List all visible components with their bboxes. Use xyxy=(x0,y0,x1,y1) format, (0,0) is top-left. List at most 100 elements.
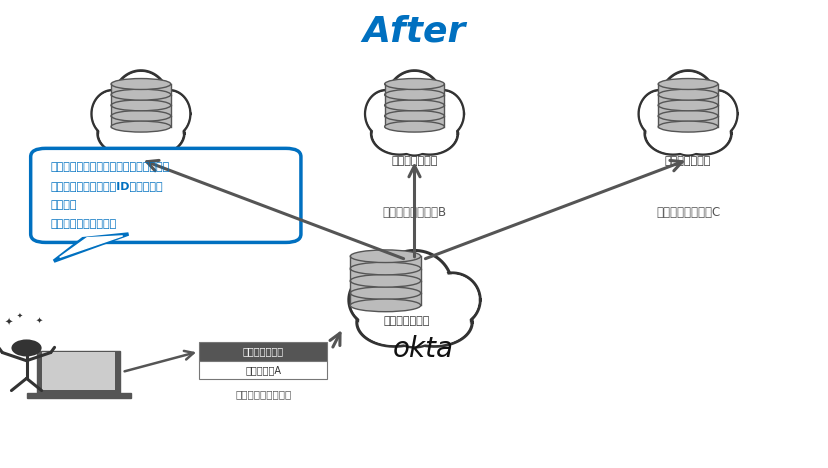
Polygon shape xyxy=(423,92,461,136)
Polygon shape xyxy=(111,105,171,116)
FancyBboxPatch shape xyxy=(31,148,301,242)
Polygon shape xyxy=(391,310,437,345)
FancyBboxPatch shape xyxy=(42,352,115,390)
Polygon shape xyxy=(384,116,444,126)
Polygon shape xyxy=(98,112,154,154)
Polygon shape xyxy=(123,123,158,154)
Text: クラウドサービスA: クラウドサービスA xyxy=(108,206,173,219)
Ellipse shape xyxy=(384,121,444,132)
Text: 運用の自動化も出来る: 運用の自動化も出来る xyxy=(51,219,117,228)
Polygon shape xyxy=(396,121,432,155)
Polygon shape xyxy=(54,234,128,261)
Ellipse shape xyxy=(111,89,171,100)
Polygon shape xyxy=(379,253,449,320)
Polygon shape xyxy=(696,92,734,136)
Ellipse shape xyxy=(111,100,171,111)
Text: アカウント情報: アカウント情報 xyxy=(118,156,164,167)
Ellipse shape xyxy=(384,110,444,121)
Polygon shape xyxy=(371,112,427,154)
Polygon shape xyxy=(92,90,133,138)
Ellipse shape xyxy=(349,299,420,312)
Text: アカウント情報: アカウント情報 xyxy=(243,346,283,357)
Polygon shape xyxy=(640,92,678,136)
Polygon shape xyxy=(350,275,402,325)
Polygon shape xyxy=(662,73,713,131)
Circle shape xyxy=(12,339,41,357)
Polygon shape xyxy=(396,299,472,346)
Polygon shape xyxy=(669,121,705,155)
Polygon shape xyxy=(695,90,736,138)
Text: ✦: ✦ xyxy=(36,315,42,324)
Text: アカウント情報: アカウント情報 xyxy=(383,315,429,326)
Text: 放される: 放される xyxy=(51,200,77,210)
Polygon shape xyxy=(397,123,431,154)
Text: ✦: ✦ xyxy=(4,317,12,327)
FancyBboxPatch shape xyxy=(199,361,327,379)
Polygon shape xyxy=(94,92,132,136)
Polygon shape xyxy=(123,121,159,155)
Polygon shape xyxy=(356,299,432,346)
Polygon shape xyxy=(100,114,152,153)
Text: アカウント情報: アカウント情報 xyxy=(391,156,437,167)
Polygon shape xyxy=(657,84,717,95)
Polygon shape xyxy=(403,114,455,153)
Polygon shape xyxy=(115,73,166,131)
Polygon shape xyxy=(60,236,123,257)
Text: アカウント情報: アカウント情報 xyxy=(664,156,710,167)
Polygon shape xyxy=(388,73,440,131)
Polygon shape xyxy=(399,300,469,344)
Polygon shape xyxy=(111,116,171,126)
Polygon shape xyxy=(376,250,452,322)
Ellipse shape xyxy=(384,100,444,111)
Ellipse shape xyxy=(349,287,420,300)
Text: ✦: ✦ xyxy=(17,313,23,319)
Ellipse shape xyxy=(384,79,444,89)
Ellipse shape xyxy=(349,274,420,287)
Polygon shape xyxy=(128,112,184,154)
Text: ニングが可能、煩雑なID運用から解: ニングが可能、煩雑なID運用から解 xyxy=(51,181,163,191)
Ellipse shape xyxy=(657,121,717,132)
Polygon shape xyxy=(111,84,171,95)
Polygon shape xyxy=(657,116,717,126)
Polygon shape xyxy=(349,293,420,305)
Polygon shape xyxy=(647,114,698,153)
Polygon shape xyxy=(349,256,420,269)
Ellipse shape xyxy=(111,121,171,132)
Ellipse shape xyxy=(349,250,420,263)
Polygon shape xyxy=(384,84,444,95)
Polygon shape xyxy=(424,273,479,327)
Polygon shape xyxy=(386,71,442,133)
Polygon shape xyxy=(111,95,171,105)
Ellipse shape xyxy=(384,89,444,100)
Polygon shape xyxy=(659,71,715,133)
Polygon shape xyxy=(657,95,717,105)
Ellipse shape xyxy=(657,110,717,121)
Polygon shape xyxy=(644,112,700,154)
Text: クラウドサービスB: クラウドサービスB xyxy=(382,206,446,219)
FancyBboxPatch shape xyxy=(199,342,327,361)
Text: After: After xyxy=(363,14,465,48)
Text: 多様なクラウドサービスへのプロビジョ: 多様なクラウドサービスへのプロビジョ xyxy=(51,162,170,172)
Polygon shape xyxy=(359,300,429,344)
Ellipse shape xyxy=(657,79,717,89)
Polygon shape xyxy=(130,114,181,153)
Polygon shape xyxy=(657,105,717,116)
Polygon shape xyxy=(676,114,728,153)
Text: アカウント情報追加: アカウント情報追加 xyxy=(235,389,291,399)
Ellipse shape xyxy=(111,110,171,121)
Polygon shape xyxy=(674,112,730,154)
Polygon shape xyxy=(389,308,439,347)
Polygon shape xyxy=(349,281,420,293)
Polygon shape xyxy=(148,90,190,138)
Ellipse shape xyxy=(657,89,717,100)
FancyBboxPatch shape xyxy=(37,351,120,393)
FancyBboxPatch shape xyxy=(26,393,131,398)
Polygon shape xyxy=(349,269,420,281)
Polygon shape xyxy=(421,90,463,138)
Text: アカウントA: アカウントA xyxy=(245,365,281,375)
Polygon shape xyxy=(150,92,188,136)
Polygon shape xyxy=(384,105,444,116)
Polygon shape xyxy=(384,95,444,105)
Polygon shape xyxy=(113,71,169,133)
Polygon shape xyxy=(638,90,680,138)
